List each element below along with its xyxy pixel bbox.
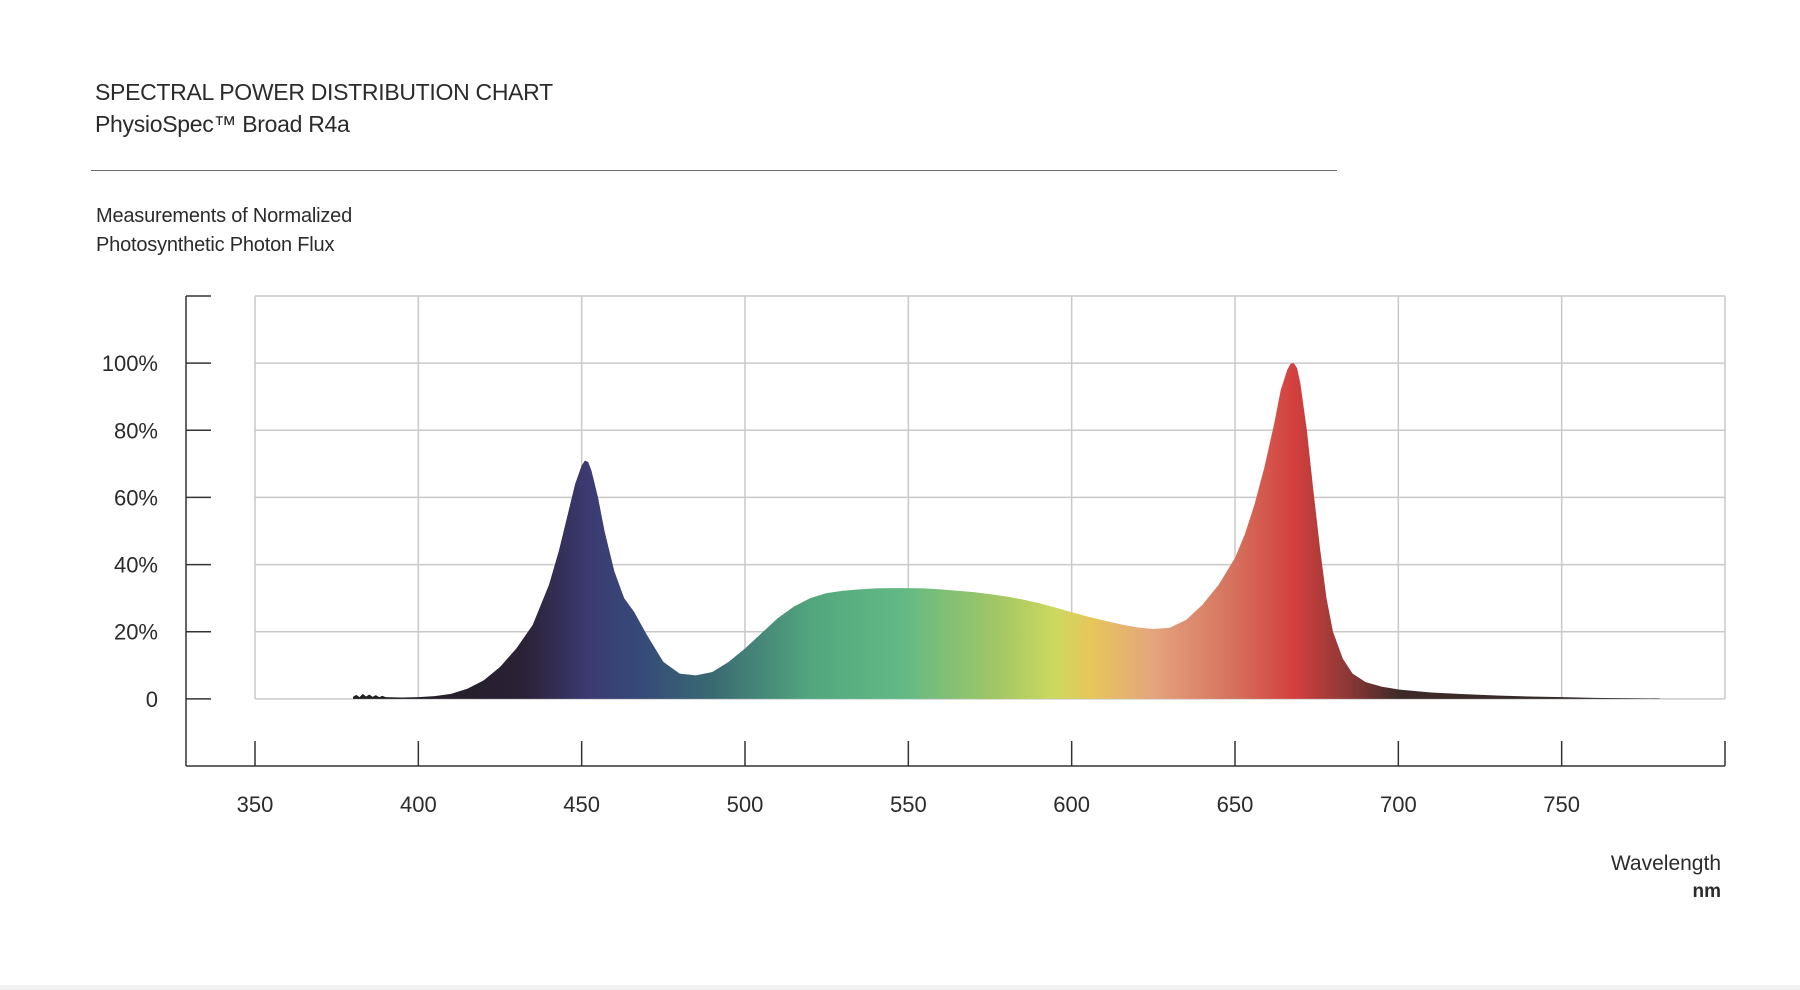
y-tick-label: 0 bbox=[146, 687, 158, 712]
x-axis-unit: nm bbox=[1692, 881, 1722, 902]
x-tick-label: 400 bbox=[400, 792, 437, 817]
chart-title: SPECTRAL POWER DISTRIBUTION CHART bbox=[95, 79, 553, 105]
series-layer bbox=[353, 363, 1660, 699]
x-tick-label: 550 bbox=[890, 792, 927, 817]
x-tick-label: 350 bbox=[237, 792, 274, 817]
y-tick-label: 100% bbox=[102, 351, 158, 376]
x-tick-label: 650 bbox=[1217, 792, 1254, 817]
tick-labels: 0 20% 40% 60% 80% 100% 350 400 450 500 550 600 650 70… bbox=[102, 351, 1580, 817]
y-tick-label: 80% bbox=[114, 418, 158, 443]
x-tick-label: 450 bbox=[563, 792, 600, 817]
y-tick-label: 60% bbox=[114, 485, 158, 510]
x-tick-label: 700 bbox=[1380, 792, 1417, 817]
header-divider bbox=[91, 170, 1337, 171]
bottom-strip bbox=[0, 985, 1800, 990]
x-tick-label: 750 bbox=[1543, 792, 1580, 817]
spectrum-area bbox=[353, 363, 1660, 699]
chart-subtitle: PhysioSpec™ Broad R4a bbox=[95, 111, 350, 137]
x-axis-label-block: Wavelength nm bbox=[1611, 849, 1721, 905]
x-axis-label: Wavelength bbox=[1610, 852, 1721, 875]
x-tick-label: 500 bbox=[727, 792, 764, 817]
y-tick-label: 20% bbox=[114, 620, 158, 645]
y-axis-label: Measurements of Normalized Photosyntheti… bbox=[96, 202, 352, 260]
grid bbox=[254, 295, 1726, 700]
y-axis-label-line-1: Measurements of Normalized bbox=[96, 205, 353, 227]
chart-title-block: SPECTRAL POWER DISTRIBUTION CHART Physio… bbox=[95, 76, 553, 140]
x-tick-label: 600 bbox=[1053, 792, 1090, 817]
y-axis-label-line-2: Photosynthetic Photon Flux bbox=[96, 234, 335, 256]
axes bbox=[185, 295, 1726, 767]
y-tick-label: 40% bbox=[114, 553, 158, 578]
